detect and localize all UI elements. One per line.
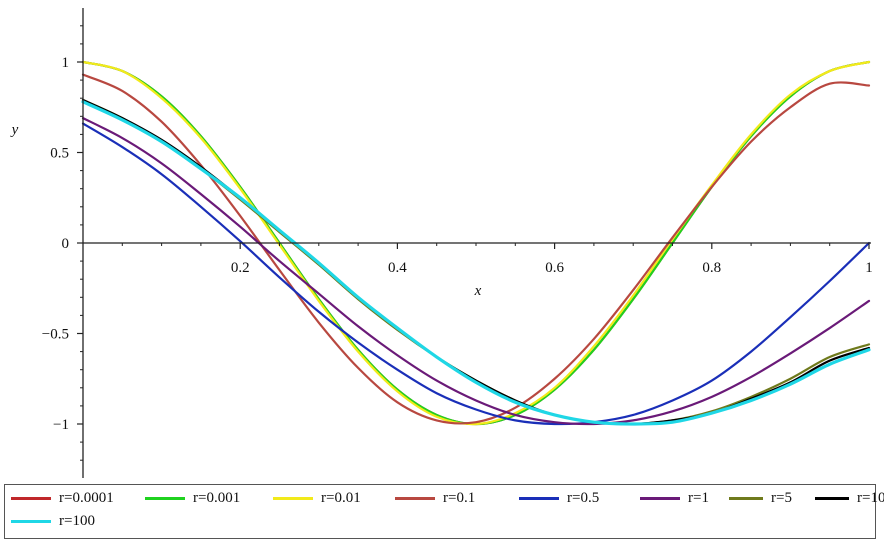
legend-item: r=0.001 — [145, 487, 240, 509]
legend-label: r=5 — [771, 489, 792, 506]
legend-item: r=0.5 — [519, 487, 599, 509]
legend-label: r=0.1 — [443, 489, 476, 506]
legend-label: r=0.01 — [321, 489, 361, 506]
series-line-8 — [81, 100, 871, 426]
legend-item: r=10 — [815, 487, 884, 509]
series-line-3 — [81, 73, 871, 425]
series-layer — [81, 60, 871, 426]
legend-swatch — [729, 496, 763, 500]
legend-label: r=100 — [59, 512, 95, 529]
y-tick-label: 1 — [62, 55, 70, 71]
legend-item: r=100 — [11, 510, 95, 532]
x-tick-label: 0.2 — [231, 260, 250, 276]
legend: r=0.0001 r=0.001 r=0.01 r=0.1 r=0.5 r=1 r=5 r=1… — [4, 484, 884, 539]
series-line-4 — [81, 122, 871, 426]
legend-item: r=5 — [729, 487, 792, 509]
legend-label: r=1 — [688, 489, 709, 506]
y-tick-label: −1 — [53, 417, 69, 433]
x-tick-label: 0.4 — [388, 260, 407, 276]
legend-swatch — [145, 496, 185, 500]
legend-swatch — [519, 496, 559, 500]
x-tick-label: 1 — [865, 260, 873, 276]
series-line-2 — [81, 60, 871, 426]
y-tick-label: −0.5 — [42, 327, 69, 343]
legend-label: r=0.001 — [193, 489, 241, 506]
legend-label: r=10 — [857, 489, 884, 506]
legend-swatch — [11, 519, 51, 523]
legend-item: r=1 — [640, 487, 709, 509]
legend-swatch — [815, 496, 849, 500]
legend-item: r=0.0001 — [11, 487, 114, 509]
legend-item: r=0.1 — [395, 487, 475, 509]
series-line-7 — [81, 98, 871, 426]
legend-label: r=0.0001 — [59, 489, 114, 506]
legend-item: r=0.01 — [273, 487, 361, 509]
legend-swatch — [640, 496, 680, 500]
line-chart: 0.2 0.4 0.6 0.8 1 −1 −0.5 0 0.5 1 x y — [10, 8, 873, 478]
series-line-6 — [81, 98, 871, 426]
x-tick-label: 0.8 — [702, 260, 721, 276]
legend-swatch — [395, 496, 435, 500]
y-tick-label: 0 — [62, 236, 70, 252]
y-tick-label: 0.5 — [50, 146, 69, 162]
x-tick-label: 0.6 — [545, 260, 564, 276]
legend-label: r=0.5 — [567, 489, 600, 506]
legend-swatch — [273, 496, 313, 500]
x-axis-label: x — [474, 283, 482, 299]
y-axis-label: y — [10, 122, 19, 138]
axis-layer: 0.2 0.4 0.6 0.8 1 −1 −0.5 0 0.5 1 — [42, 8, 873, 478]
legend-swatch — [11, 496, 51, 500]
series-line-5 — [81, 117, 871, 426]
